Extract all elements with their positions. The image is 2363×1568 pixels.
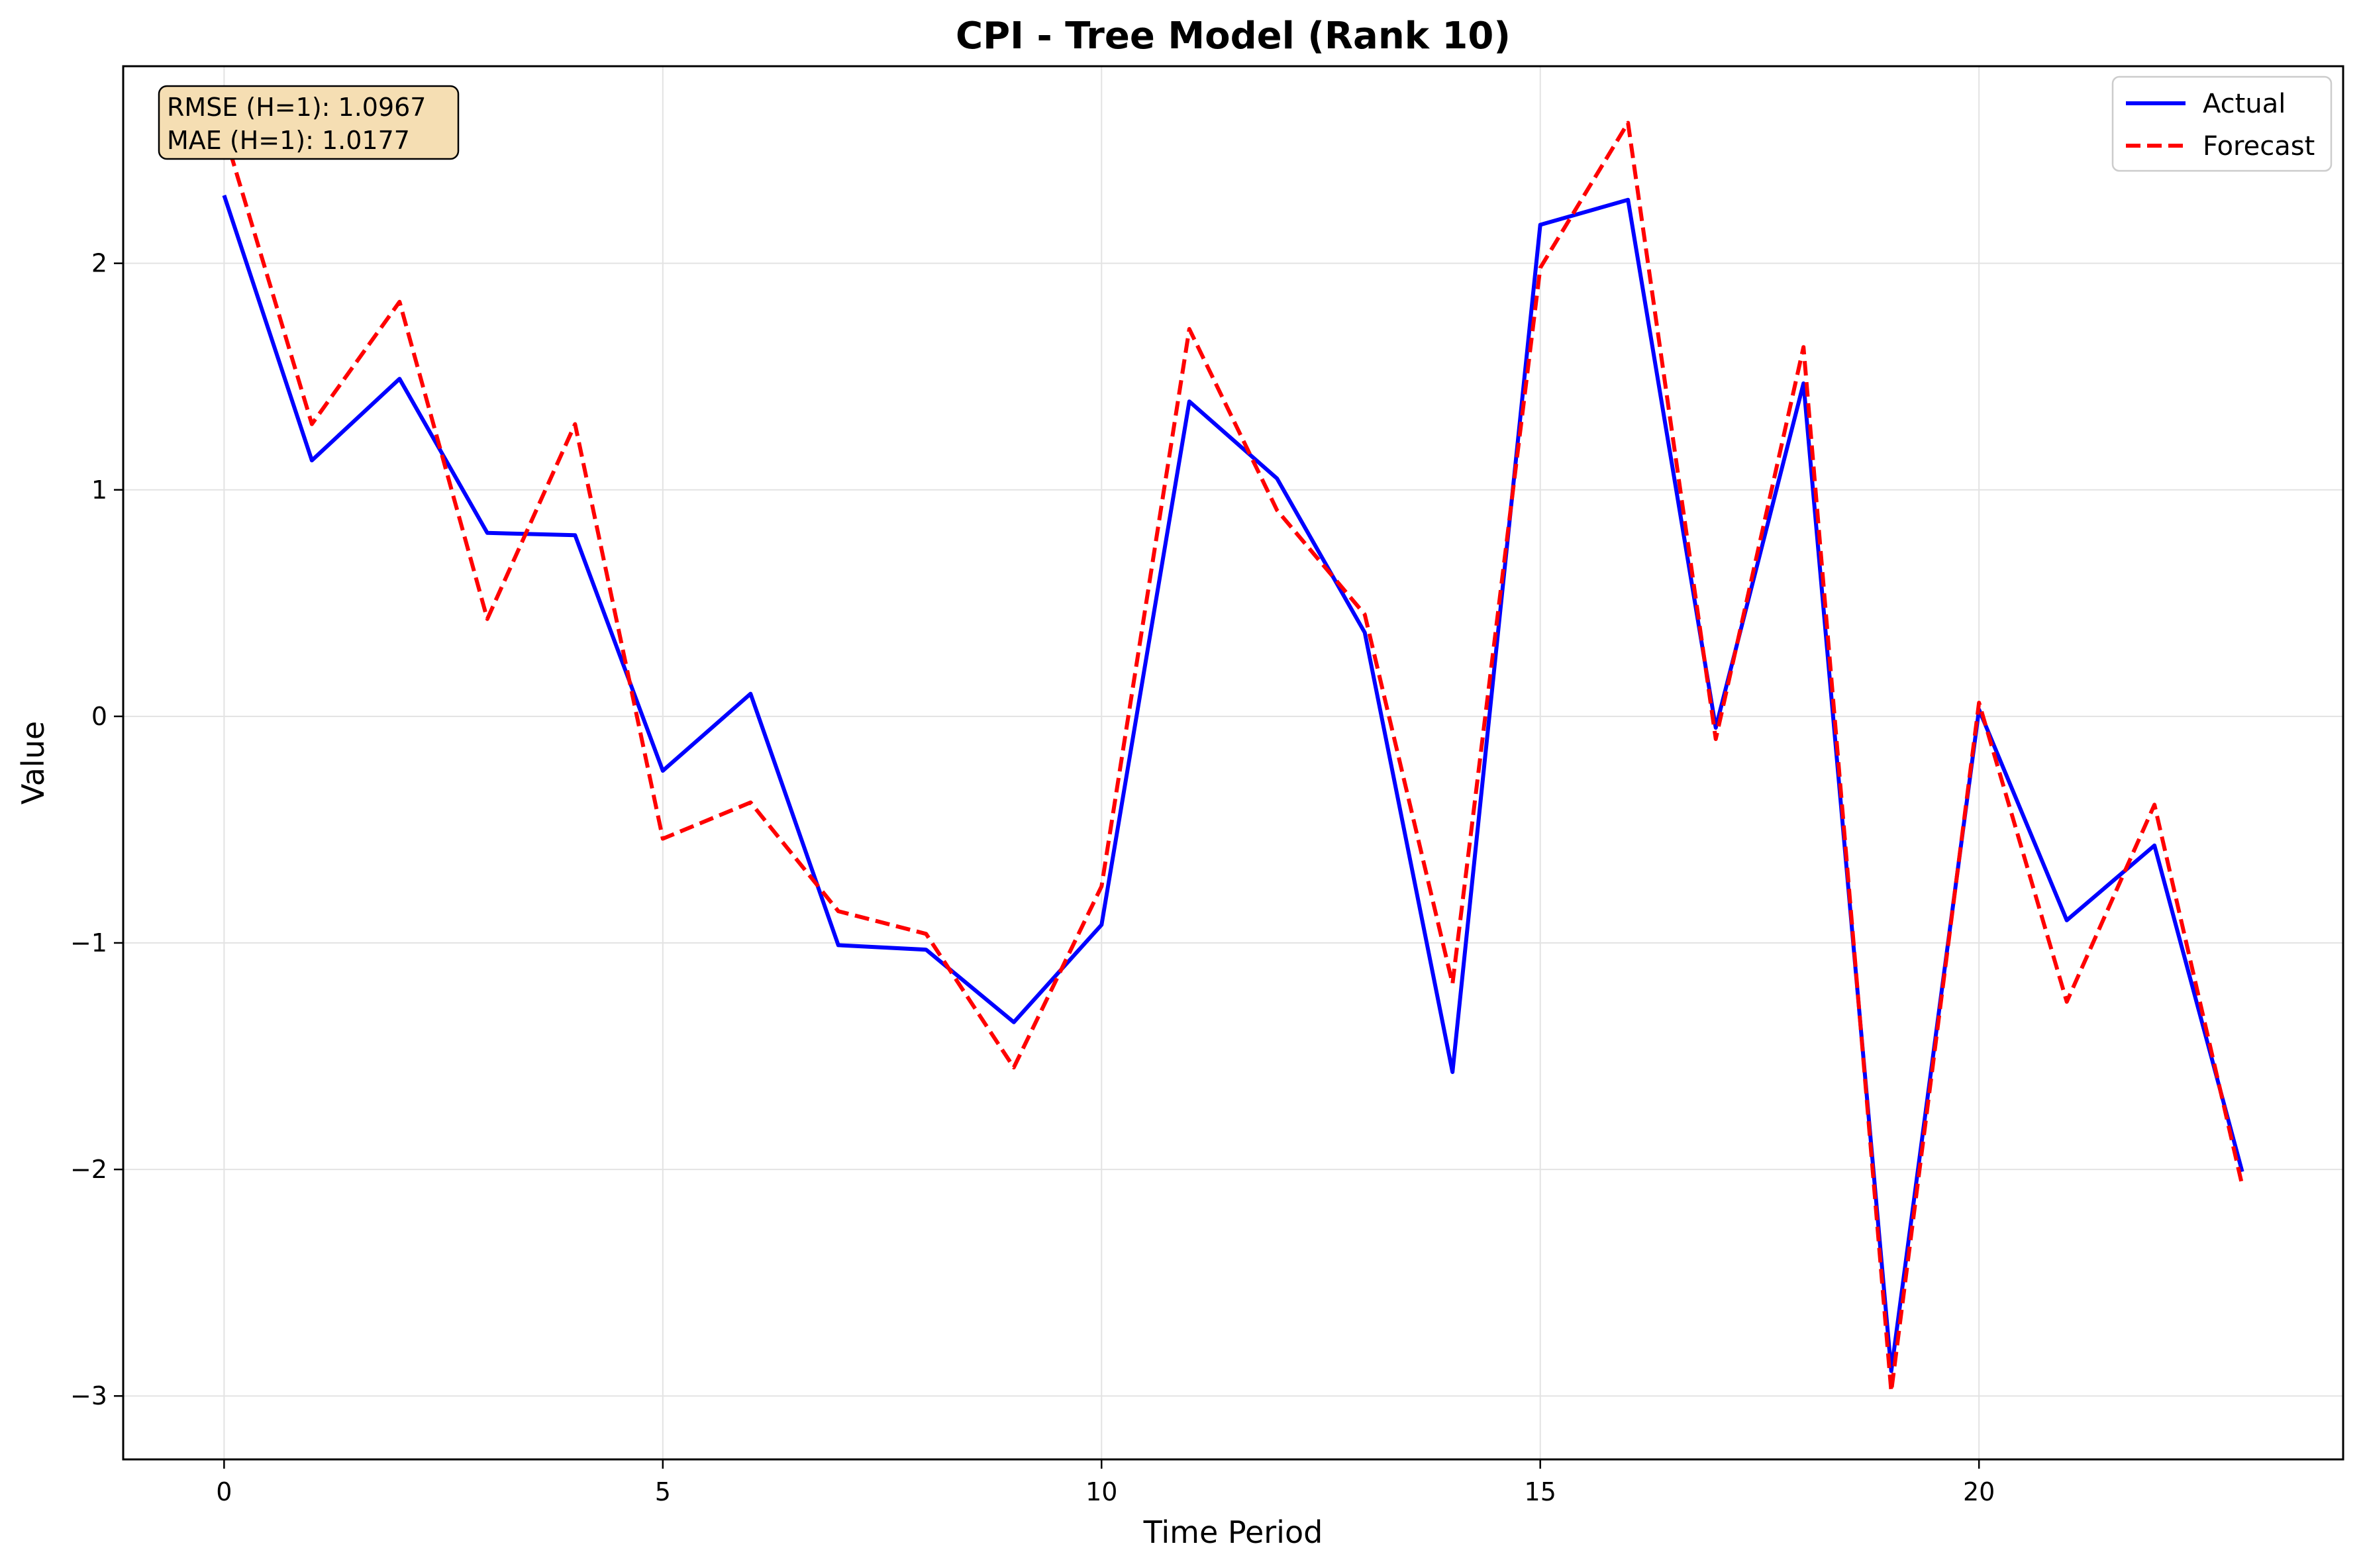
y-tick-label: −3 <box>70 1381 107 1410</box>
chart-title: CPI - Tree Model (Rank 10) <box>956 15 1511 58</box>
grid <box>123 66 2343 1459</box>
y-tick-label: −2 <box>70 1155 107 1184</box>
plot-frame <box>122 65 2344 1461</box>
x-tick-label: 0 <box>216 1477 232 1506</box>
x-tick-label: 20 <box>1963 1477 1995 1506</box>
legend-label-forecast: Forecast <box>2203 131 2315 162</box>
x-tick-label: 15 <box>1525 1477 1556 1506</box>
series-layer <box>222 121 2244 1394</box>
metrics-annotation: RMSE (H=1): 1.0967 MAE (H=1): 1.0177 <box>158 85 460 160</box>
y-tick-label: 1 <box>91 475 107 505</box>
x-tick-label: 10 <box>1085 1477 1117 1506</box>
mae-text: MAE (H=1): 1.0177 <box>167 126 410 155</box>
series-line-actual <box>222 195 2244 1373</box>
x-axis-label: Time Period <box>1143 1514 1323 1550</box>
y-tick-label: −1 <box>70 928 107 957</box>
rmse-text: RMSE (H=1): 1.0967 <box>167 93 427 122</box>
legend-label-actual: Actual <box>2203 89 2286 119</box>
legend: Actual Forecast <box>2111 75 2333 172</box>
x-tick-label: 5 <box>655 1477 671 1506</box>
series-line-forecast <box>222 121 2244 1394</box>
y-tick-label: 2 <box>91 249 107 278</box>
y-tick-label: 0 <box>91 702 107 731</box>
y-axis-label: Value <box>15 721 51 805</box>
metrics-annotation-background <box>158 85 460 160</box>
ticks: 0 5 10 15 20 −3 −2 −1 0 1 2 <box>70 249 1995 1506</box>
legend-frame <box>2111 75 2333 172</box>
